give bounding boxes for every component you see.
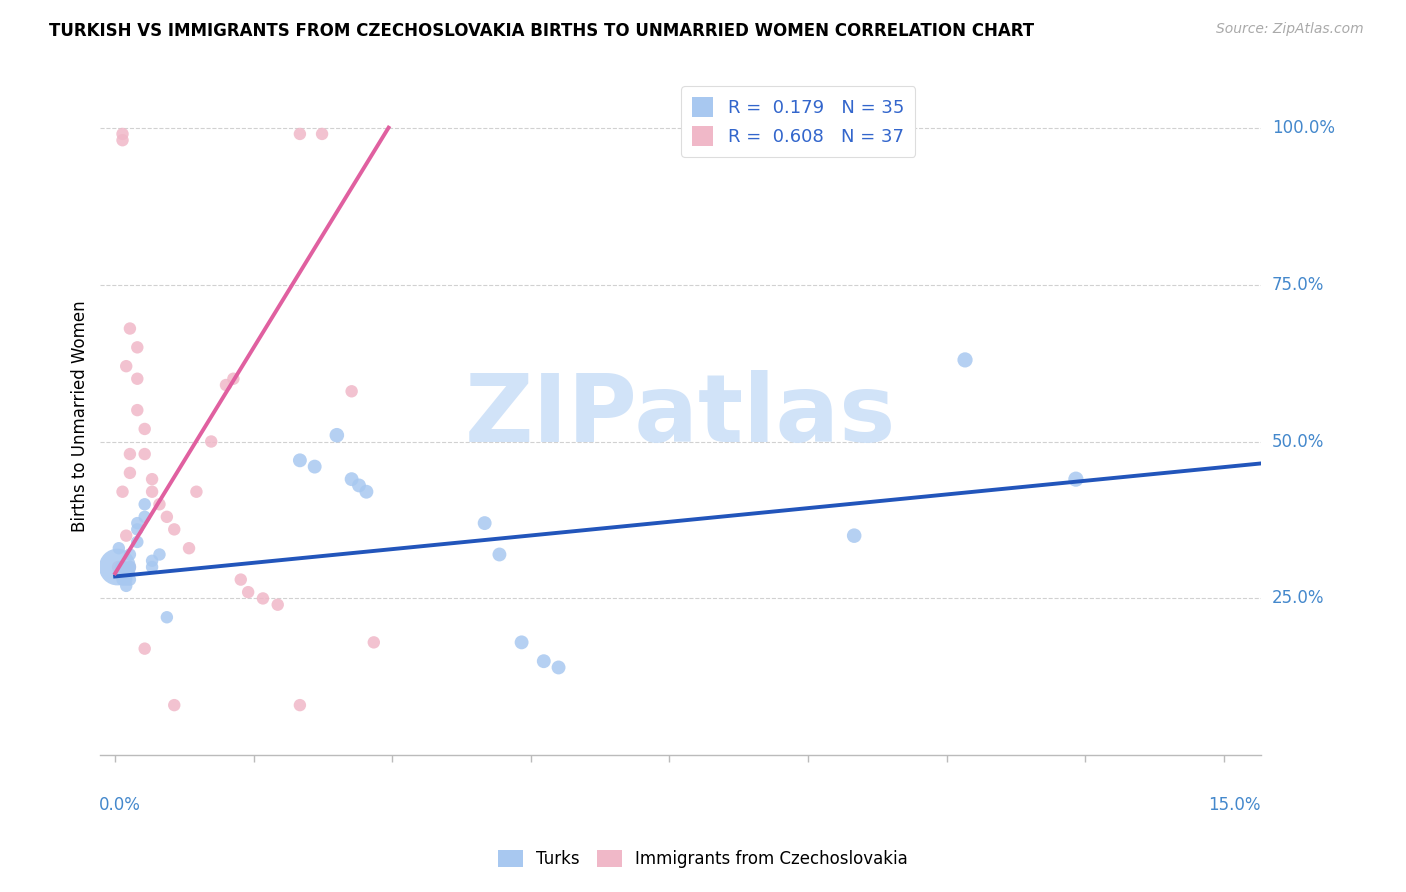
- Point: [134, 422, 156, 436]
- Point: [510, 635, 533, 649]
- Point: [177, 541, 200, 556]
- Text: 0.0%: 0.0%: [100, 796, 141, 814]
- Point: [141, 560, 163, 574]
- Point: [156, 610, 179, 624]
- Point: [363, 635, 385, 649]
- Point: [288, 453, 311, 467]
- Point: [148, 497, 170, 511]
- Point: [134, 509, 156, 524]
- Point: [127, 372, 149, 386]
- Point: [111, 484, 134, 499]
- Text: TURKISH VS IMMIGRANTS FROM CZECHOSLOVAKIA BIRTHS TO UNMARRIED WOMEN CORRELATION : TURKISH VS IMMIGRANTS FROM CZECHOSLOVAKI…: [49, 22, 1035, 40]
- Point: [118, 447, 141, 461]
- Point: [215, 378, 238, 392]
- Point: [252, 591, 274, 606]
- Point: [356, 484, 378, 499]
- Point: [222, 372, 245, 386]
- Point: [141, 484, 163, 499]
- Point: [148, 548, 170, 562]
- Legend: R =  0.179   N = 35, R =  0.608   N = 37: R = 0.179 N = 35, R = 0.608 N = 37: [681, 87, 915, 157]
- Point: [186, 484, 208, 499]
- Legend: Turks, Immigrants from Czechoslovakia: Turks, Immigrants from Czechoslovakia: [492, 843, 914, 875]
- Point: [340, 472, 363, 486]
- Point: [134, 447, 156, 461]
- Y-axis label: Births to Unmarried Women: Births to Unmarried Women: [72, 301, 89, 533]
- Point: [118, 560, 141, 574]
- Point: [134, 497, 156, 511]
- Point: [474, 516, 496, 530]
- Point: [533, 654, 555, 668]
- Point: [118, 548, 141, 562]
- Point: [311, 127, 333, 141]
- Point: [111, 127, 134, 141]
- Point: [1064, 472, 1087, 486]
- Point: [134, 641, 156, 656]
- Point: [288, 698, 311, 713]
- Point: [156, 509, 179, 524]
- Point: [111, 133, 134, 147]
- Point: [118, 466, 141, 480]
- Point: [127, 522, 149, 536]
- Text: 50.0%: 50.0%: [1272, 433, 1324, 450]
- Point: [340, 384, 363, 399]
- Point: [127, 340, 149, 354]
- Point: [488, 548, 510, 562]
- Point: [127, 535, 149, 549]
- Text: ZIPatlas: ZIPatlas: [465, 370, 896, 462]
- Point: [118, 321, 141, 335]
- Point: [141, 554, 163, 568]
- Text: Source: ZipAtlas.com: Source: ZipAtlas.com: [1216, 22, 1364, 37]
- Text: 15.0%: 15.0%: [1208, 796, 1261, 814]
- Point: [953, 352, 976, 367]
- Point: [127, 516, 149, 530]
- Point: [118, 560, 141, 574]
- Point: [267, 598, 290, 612]
- Point: [238, 585, 260, 599]
- Point: [229, 573, 252, 587]
- Point: [115, 359, 138, 374]
- Point: [547, 660, 569, 674]
- Point: [844, 529, 866, 543]
- Point: [326, 428, 349, 442]
- Point: [200, 434, 222, 449]
- Point: [115, 579, 138, 593]
- Point: [288, 127, 311, 141]
- Point: [347, 478, 370, 492]
- Point: [110, 560, 132, 574]
- Point: [107, 560, 129, 574]
- Point: [112, 560, 135, 574]
- Point: [163, 698, 186, 713]
- Point: [105, 560, 128, 574]
- Text: 100.0%: 100.0%: [1272, 119, 1334, 136]
- Point: [111, 573, 134, 587]
- Point: [163, 522, 186, 536]
- Point: [115, 529, 138, 543]
- Point: [141, 472, 163, 486]
- Point: [127, 403, 149, 417]
- Point: [118, 573, 141, 587]
- Point: [111, 566, 134, 581]
- Point: [304, 459, 326, 474]
- Point: [114, 566, 136, 581]
- Point: [115, 573, 138, 587]
- Text: 75.0%: 75.0%: [1272, 276, 1324, 293]
- Point: [108, 541, 131, 556]
- Text: 25.0%: 25.0%: [1272, 590, 1324, 607]
- Point: [108, 566, 131, 581]
